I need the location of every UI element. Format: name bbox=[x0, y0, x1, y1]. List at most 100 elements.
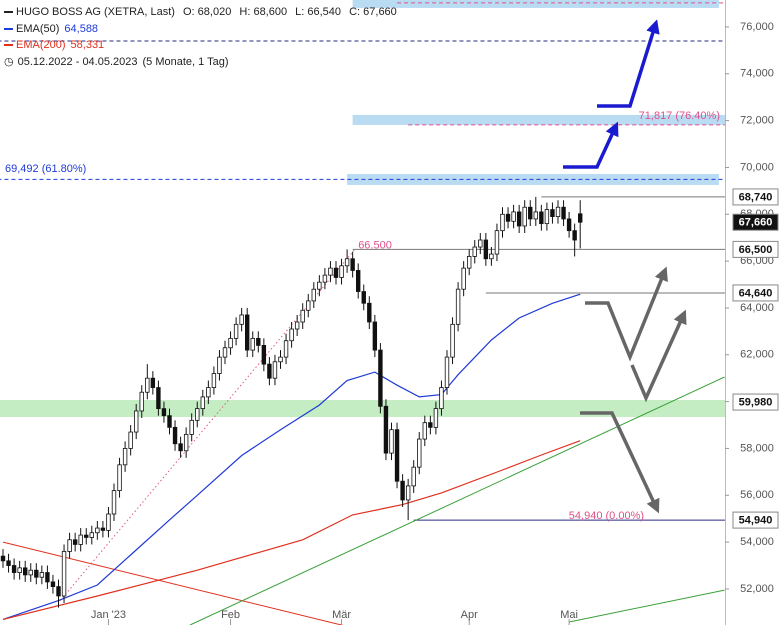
x-tick-label: Apr bbox=[461, 609, 478, 621]
candle-body bbox=[389, 429, 394, 454]
candle-body bbox=[466, 256, 472, 269]
x-tick-label: Feb bbox=[221, 609, 240, 621]
legend-value: 64,588 bbox=[64, 22, 99, 35]
candle-body bbox=[50, 581, 56, 587]
candle-body bbox=[200, 396, 205, 410]
ema-line bbox=[2, 440, 581, 620]
legend-label: EMA(50) bbox=[16, 22, 60, 35]
candle-body bbox=[250, 337, 255, 351]
candle-body bbox=[283, 340, 289, 358]
candle-body bbox=[217, 356, 222, 374]
title: HUGO BOSS AG (XETRA, Last) bbox=[16, 6, 175, 18]
candle-body bbox=[578, 213, 583, 223]
candle-body bbox=[428, 422, 433, 428]
candle-body bbox=[511, 211, 516, 222]
candle-body bbox=[489, 253, 494, 260]
legend-row: EMA(200) 58,331 bbox=[4, 37, 397, 54]
legend-label: EMA(200) bbox=[16, 39, 66, 51]
x-tick-label: Jan '23 bbox=[91, 609, 126, 621]
candle-body bbox=[244, 314, 250, 351]
candle-body bbox=[294, 321, 300, 330]
candle-body bbox=[411, 466, 416, 487]
candle-body bbox=[267, 363, 272, 379]
candle-body bbox=[494, 230, 500, 255]
candle-body bbox=[516, 211, 522, 227]
candle-body bbox=[483, 239, 489, 260]
candle-body bbox=[239, 314, 244, 325]
candle-body bbox=[300, 309, 305, 323]
annotation: 54,940 (0.00%) bbox=[569, 510, 644, 522]
candle-body bbox=[555, 206, 561, 218]
clock-icon: ◷ bbox=[4, 55, 14, 68]
candle-body bbox=[433, 408, 439, 428]
candle-body bbox=[28, 569, 33, 576]
price-label: 64,640 bbox=[739, 287, 773, 299]
y-tick-label: 56,000 bbox=[740, 489, 774, 501]
price-label-box bbox=[732, 213, 779, 231]
candle-body bbox=[272, 361, 278, 379]
fib-label: 69,492 (61.80%) bbox=[5, 163, 86, 175]
scenario-arrow bbox=[630, 309, 687, 403]
scenario-arrow bbox=[563, 121, 619, 169]
y-tick-label: 54,000 bbox=[740, 536, 774, 548]
quote: C: 67,660 bbox=[349, 6, 397, 18]
candle-body bbox=[400, 480, 405, 501]
y-tick-label: 64,000 bbox=[740, 302, 774, 314]
y-tick-label: 74,000 bbox=[740, 68, 774, 80]
price-label: 54,940 bbox=[739, 514, 773, 526]
candle-body bbox=[350, 258, 355, 271]
candle-body bbox=[378, 349, 383, 407]
candle-body bbox=[117, 464, 122, 491]
trend-line bbox=[2, 541, 344, 625]
candle-body bbox=[161, 408, 167, 417]
candle-body bbox=[311, 288, 316, 302]
candle-body bbox=[45, 572, 50, 583]
candle-body bbox=[383, 405, 389, 454]
candle-body bbox=[133, 410, 139, 433]
candle-body bbox=[111, 490, 117, 515]
price-label-box bbox=[732, 240, 779, 258]
zone bbox=[352, 0, 719, 8]
price-label-box bbox=[732, 511, 779, 529]
price-label: 59,980 bbox=[739, 396, 773, 408]
y-tick-label: 72,000 bbox=[740, 115, 774, 127]
candle-body bbox=[0, 555, 6, 562]
trend-line bbox=[59, 249, 356, 601]
candle-body bbox=[156, 387, 161, 410]
y-tick-label: 70,000 bbox=[740, 161, 774, 173]
scenario-arrow bbox=[597, 19, 660, 108]
quote: L: 66,540 bbox=[295, 6, 342, 18]
candle-body bbox=[439, 387, 444, 410]
candle-body bbox=[367, 302, 372, 323]
fib-label: 71,817 (76.40%) bbox=[639, 110, 720, 122]
candle-body bbox=[228, 337, 233, 349]
candle-body bbox=[505, 213, 511, 222]
candle-body bbox=[256, 337, 261, 346]
candle-body bbox=[106, 513, 111, 531]
candle-body bbox=[455, 288, 461, 325]
price-label-box bbox=[732, 393, 779, 411]
trend-line bbox=[568, 589, 725, 623]
scenario-arrow bbox=[585, 266, 668, 362]
candle-body bbox=[128, 431, 133, 449]
candle-body bbox=[306, 300, 311, 311]
candle-body bbox=[11, 565, 17, 573]
quote: O: 68,020 bbox=[183, 6, 232, 18]
candle-body bbox=[539, 211, 544, 225]
price-label: 67,660 bbox=[739, 217, 773, 229]
candle-body bbox=[67, 539, 72, 552]
ema-line bbox=[2, 293, 581, 620]
candle-body bbox=[211, 373, 217, 388]
candle-body bbox=[361, 291, 366, 304]
candle-body bbox=[195, 408, 200, 421]
candle-body bbox=[355, 270, 361, 292]
candle-body bbox=[328, 267, 333, 276]
candle-body bbox=[472, 246, 477, 257]
y-tick-label: 66,000 bbox=[740, 255, 774, 267]
legend-value: 58,331 bbox=[70, 39, 105, 51]
candle-body bbox=[183, 433, 189, 452]
candle-body bbox=[6, 560, 11, 566]
x-tick-label: Mär bbox=[332, 609, 351, 621]
